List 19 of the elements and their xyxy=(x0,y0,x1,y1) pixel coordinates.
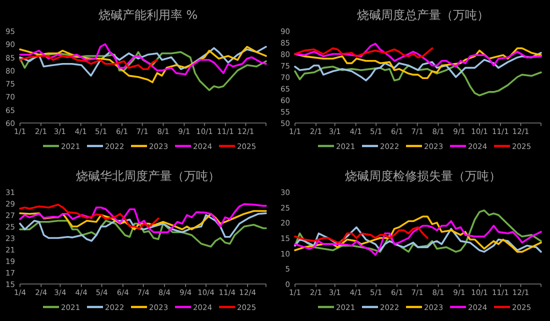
line-series xyxy=(294,226,428,244)
line-series xyxy=(294,47,434,58)
line-series xyxy=(19,55,158,70)
line-series xyxy=(294,42,542,68)
line-series xyxy=(19,46,267,84)
line-series xyxy=(19,51,267,92)
line-series xyxy=(294,52,542,82)
chart-title: 烧碱周度检修损失量（万吨） xyxy=(345,169,501,183)
chart-title: 烧碱周度总产量（万吨） xyxy=(357,8,489,22)
line-series xyxy=(19,212,267,242)
line-series xyxy=(19,210,267,230)
line-series xyxy=(294,47,542,80)
chart-title: 烧碱产能利用率 % xyxy=(98,8,198,22)
line-series xyxy=(19,220,267,248)
line-series xyxy=(294,64,542,96)
line-series xyxy=(19,203,267,234)
line-series xyxy=(294,226,542,253)
line-series xyxy=(19,204,160,230)
chart-title: 烧碱华北周度产量（万吨） xyxy=(76,169,220,183)
